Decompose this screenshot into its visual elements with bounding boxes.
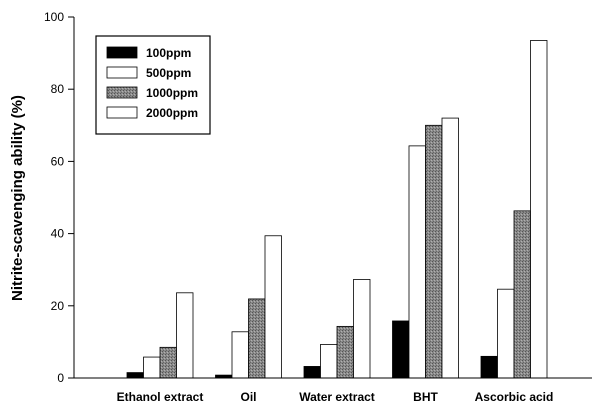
bar [231, 331, 249, 379]
legend-label: 2000ppm [146, 106, 198, 120]
legend: 100ppm 500ppm 1000ppm 2000ppm [95, 35, 211, 135]
x-category-label: Ascorbic acid [475, 390, 554, 404]
legend-swatch [106, 66, 138, 79]
y-tick-label: 0 [57, 371, 64, 385]
category-labels: Ethanol extract Oil Water extract BHT Ascorb… [117, 390, 554, 404]
bar [408, 145, 426, 379]
y-tick-label: 60 [51, 154, 65, 168]
axes [73, 17, 592, 379]
x-category-label: BHT [413, 390, 438, 404]
bar [480, 355, 498, 379]
bar [159, 346, 177, 379]
bar [513, 210, 531, 379]
bar [320, 344, 338, 379]
bar [441, 117, 459, 379]
y-tick-label: 80 [51, 82, 65, 96]
bar [126, 372, 144, 379]
legend-swatch [106, 46, 138, 59]
legend-label: 1000ppm [146, 86, 198, 100]
legend-swatch [106, 106, 138, 119]
x-category-label: Ethanol extract [117, 390, 204, 404]
bar [176, 292, 194, 379]
legend-label: 100ppm [146, 46, 191, 60]
y-axis-ticks: 0 20 40 60 80 100 [44, 10, 74, 385]
bar [425, 124, 443, 379]
bar [392, 320, 410, 379]
bar [353, 279, 371, 379]
bar [264, 235, 282, 379]
x-category-label: Oil [240, 390, 256, 404]
legend-swatch [106, 86, 138, 99]
y-tick-label: 20 [51, 299, 65, 313]
bar [336, 325, 354, 379]
legend-label: 500ppm [146, 66, 191, 80]
y-tick-label: 100 [44, 10, 64, 24]
bar-series [126, 40, 548, 379]
x-category-label: Water extract [299, 390, 375, 404]
bar [143, 356, 161, 379]
y-tick-label: 40 [51, 227, 65, 241]
bar [497, 288, 515, 379]
bar [530, 40, 548, 379]
y-axis-label: Nitrite-scavenging ability (%) [9, 95, 26, 301]
bar [248, 298, 266, 379]
bar [303, 366, 321, 379]
